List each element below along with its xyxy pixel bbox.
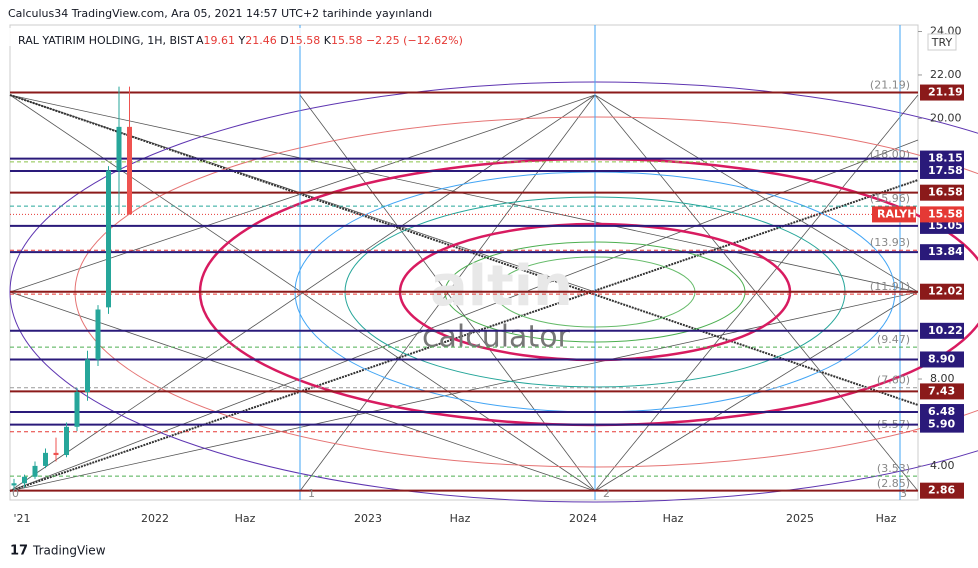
- level-box: [920, 404, 964, 421]
- candle-body: [116, 126, 122, 171]
- low: 15.58: [289, 34, 321, 47]
- level-label: 12.02: [928, 285, 963, 298]
- candle-body: [32, 465, 38, 477]
- level-label: 8.90: [928, 352, 955, 365]
- currency-box: [927, 33, 957, 51]
- x-tick-label: Haz: [450, 512, 471, 525]
- candle-body: [106, 170, 111, 308]
- candle-body: [127, 126, 132, 215]
- level-label: 5.90: [928, 418, 955, 431]
- level-label: 7.43: [928, 384, 955, 397]
- level-box: [920, 351, 964, 368]
- gann-label: 0: [12, 487, 19, 500]
- x-tick-label: 2022: [141, 512, 169, 525]
- close: 15.58: [331, 34, 363, 47]
- watermark-sub: calculator: [422, 320, 571, 355]
- y-tick-label: 8.00: [930, 372, 955, 385]
- dashed-level-label: (11.91): [870, 280, 910, 293]
- low-label: D: [280, 34, 288, 47]
- ticker: RALYH: [877, 207, 916, 220]
- gann-label: 1: [308, 487, 315, 500]
- open-label: A: [196, 34, 204, 47]
- dashed-level-label: (7.60): [877, 374, 910, 387]
- gann-verticals: [299, 25, 901, 500]
- level-label: 17.58: [928, 164, 963, 177]
- level-box: [920, 150, 964, 167]
- y-tick-label: 4.00: [930, 459, 955, 472]
- legend-bg: [8, 28, 463, 46]
- current-box: [920, 206, 964, 223]
- level-label: 21.19: [928, 86, 963, 99]
- dashed-level-label: (15.96): [870, 192, 910, 205]
- x-tick-label: 2023: [354, 512, 382, 525]
- level-box: [920, 84, 964, 101]
- x-tick-label: Haz: [235, 512, 256, 525]
- level-label: 10.22: [928, 324, 963, 337]
- level-box: [920, 162, 964, 179]
- level-box: [920, 383, 964, 400]
- gann-label: 3: [900, 487, 907, 500]
- gann-label: 2: [603, 487, 610, 500]
- high: 21.46: [245, 34, 277, 47]
- symbol: RAL YATIRIM HOLDING, 1H, BIST: [18, 34, 194, 47]
- dashed-level-label: (2.85): [877, 477, 910, 490]
- candle-body: [95, 309, 101, 360]
- dashed-level-label: (3.53): [877, 462, 910, 475]
- close-label: K: [324, 34, 332, 47]
- candle-body: [53, 452, 59, 456]
- candle-body: [85, 359, 90, 393]
- candle-body: [43, 452, 48, 466]
- candle-body: [74, 392, 80, 427]
- candle-body: [11, 483, 17, 486]
- current-label: 15.58: [928, 207, 963, 220]
- level-label: 13.84: [928, 245, 963, 258]
- level-box: [920, 416, 964, 433]
- level-box: [920, 283, 964, 300]
- level-label: 6.48: [928, 405, 955, 418]
- y-tick-label: 20.00: [930, 111, 962, 124]
- currency: TRY: [931, 36, 953, 49]
- dashed-level-label: (9.47): [877, 333, 910, 346]
- x-tick-label: Haz: [876, 512, 897, 525]
- candle-body: [22, 476, 27, 484]
- footer-logo: 17: [10, 544, 28, 559]
- level-box: [920, 244, 964, 261]
- change: −2.25 (−12.62%): [366, 34, 463, 47]
- level-box: [920, 322, 964, 339]
- candle-body: [64, 426, 69, 456]
- level-label: 16.58: [928, 186, 963, 199]
- watermark-brand: altin: [430, 254, 573, 319]
- dashed-level-label: (21.19): [870, 79, 910, 92]
- dashed-level-label: (13.93): [870, 236, 910, 249]
- plot-frame: [9, 24, 919, 501]
- ticker-box: [872, 206, 916, 223]
- published-line: Calculus34 TradingView.com, Ara 05, 2021…: [8, 7, 432, 20]
- x-tick-label: Haz: [663, 512, 684, 525]
- level-label: 18.15: [928, 152, 963, 165]
- x-tick-label: '21: [13, 512, 30, 525]
- level-box: [920, 184, 964, 201]
- level-box: [920, 482, 964, 499]
- y-tick-label: 22.00: [930, 68, 962, 81]
- x-tick-label: 2024: [569, 512, 597, 525]
- ohlc: A19.61 Y21.46 D15.58 K15.58 −2.25 (−12.6…: [196, 34, 463, 47]
- open: 19.61: [204, 34, 236, 47]
- level-label: 2.86: [928, 484, 955, 497]
- footer-brand: TradingView: [32, 544, 106, 558]
- x-tick-label: 2025: [786, 512, 814, 525]
- high-label: Y: [238, 34, 246, 47]
